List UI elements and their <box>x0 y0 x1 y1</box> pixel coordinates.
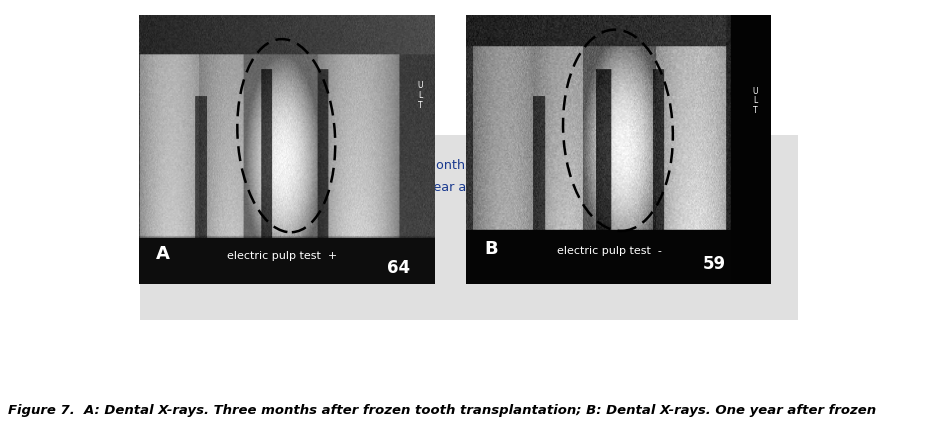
Text: U
L
T: U L T <box>417 81 423 110</box>
Text: electric pulp test  +: electric pulp test + <box>227 251 337 261</box>
Text: A: A <box>156 245 170 263</box>
Text: B: B <box>483 240 497 258</box>
Text: electric pulp test  -: electric pulp test - <box>556 246 661 256</box>
Text: Fig.7A: Dental X-rays. Three months after frozen tooth transplantation.: Fig.7A: Dental X-rays. Three months afte… <box>241 159 694 171</box>
FancyBboxPatch shape <box>139 135 797 320</box>
Text: 64: 64 <box>387 259 409 277</box>
Text: Donor tooth: Donor tooth <box>197 217 273 230</box>
Text: B: Dental X-rays.  One year after frozed tooth transplantation.: B: Dental X-rays. One year after frozed … <box>259 181 676 193</box>
Text: Figure 7.  A: Dental X-rays. Three months after frozen tooth transplantation; B:: Figure 7. A: Dental X-rays. Three months… <box>8 404 875 417</box>
Text: U
L
T: U L T <box>752 87 757 115</box>
Text: 59: 59 <box>702 255 725 273</box>
